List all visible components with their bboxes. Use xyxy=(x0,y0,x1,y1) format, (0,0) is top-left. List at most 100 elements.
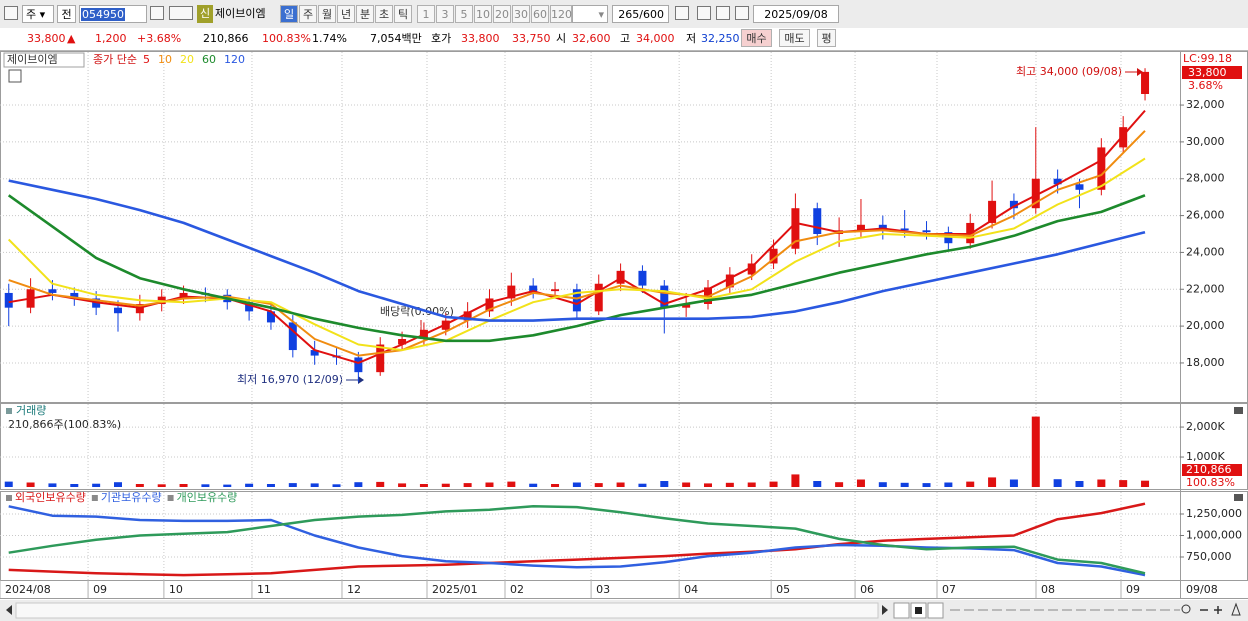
legend-square xyxy=(6,495,12,501)
legend-label: 5 xyxy=(143,53,150,66)
period-button[interactable]: 일 xyxy=(280,5,298,23)
bid: 33,750 xyxy=(512,32,551,45)
candle-body xyxy=(1009,200,1018,209)
prefix[interactable]: 전 xyxy=(57,5,76,23)
period-button[interactable]: 틱 xyxy=(394,5,412,23)
panel-close[interactable] xyxy=(1234,407,1243,414)
x-end-label: 09/08 xyxy=(1186,583,1218,596)
volume-bar xyxy=(332,484,341,487)
volume-bar xyxy=(682,482,691,487)
interval-button[interactable]: 60 xyxy=(531,5,549,23)
last-volume: 210,866 xyxy=(1186,463,1232,476)
low: 32,250 xyxy=(701,32,740,45)
volume-bar xyxy=(48,483,57,487)
search-icon[interactable] xyxy=(150,6,164,20)
buy-button[interactable]: 매수 xyxy=(741,29,772,47)
market-select[interactable]: 주 ▾ xyxy=(22,5,54,23)
volume: 210,866 xyxy=(203,32,249,45)
empty-select[interactable]: ▾ xyxy=(572,5,608,23)
interval-button[interactable]: 30 xyxy=(512,5,530,23)
table-icon[interactable] xyxy=(8,69,22,83)
high-label: 고 xyxy=(620,32,631,45)
period-button[interactable]: 분 xyxy=(356,5,374,23)
legend-square xyxy=(91,495,98,501)
period-button[interactable]: 초 xyxy=(375,5,393,23)
last-volume-ratio: 100.83% xyxy=(1186,476,1235,489)
x-tick-label: 09 xyxy=(1126,583,1140,596)
legend-square xyxy=(6,408,12,414)
series-line xyxy=(8,179,1146,322)
volume-bar xyxy=(463,483,472,487)
btn-last[interactable] xyxy=(927,602,944,619)
period-button[interactable]: 년 xyxy=(337,5,355,23)
volume-bar xyxy=(310,483,319,487)
candle-body xyxy=(769,248,778,264)
tool-icon[interactable] xyxy=(697,6,711,20)
y-tick-label: 1,250,000 xyxy=(1186,507,1242,520)
scroll-left[interactable] xyxy=(6,605,12,615)
legend-label: 기관보유수량 xyxy=(101,491,162,504)
sound-icon[interactable] xyxy=(169,6,193,20)
volume-bar xyxy=(704,483,712,487)
btn-first[interactable] xyxy=(893,602,910,619)
code-input[interactable]: 054950 xyxy=(79,5,147,23)
volume-bar xyxy=(266,484,275,487)
sell-button[interactable]: 매도 xyxy=(779,29,810,47)
legend-label: 10 xyxy=(158,53,172,66)
candle-body xyxy=(682,304,691,308)
interval-button[interactable]: 120 xyxy=(550,5,572,23)
save-icon[interactable] xyxy=(716,6,730,20)
panel-close[interactable] xyxy=(1234,494,1243,501)
font-icon[interactable] xyxy=(1231,602,1241,616)
code: 054950 xyxy=(81,8,125,21)
volume-bar xyxy=(835,482,844,487)
volume-bar xyxy=(922,483,931,487)
legend-label: 60 xyxy=(202,53,216,66)
volume-bar xyxy=(201,484,210,487)
volume-bar xyxy=(4,481,13,487)
settings-icon[interactable] xyxy=(735,6,749,20)
volume-bar xyxy=(638,483,647,487)
volume-bar xyxy=(878,482,887,487)
scroll-track[interactable] xyxy=(15,602,879,619)
x-tick-label: 02 xyxy=(510,583,524,596)
candle-body xyxy=(1075,184,1084,190)
candle-body xyxy=(1031,178,1040,209)
x-tick-label: 06 xyxy=(860,583,874,596)
candle-body xyxy=(463,311,472,321)
stock-name: 제이브이엠 xyxy=(215,7,266,20)
volume-bar xyxy=(900,482,909,487)
tool-icon[interactable] xyxy=(675,6,689,20)
period-button[interactable]: 주 xyxy=(299,5,317,23)
volume-bar xyxy=(1031,416,1040,487)
high: 34,000 xyxy=(636,32,675,45)
volume-bar xyxy=(114,482,122,487)
stop-icon xyxy=(915,607,922,614)
interval-button[interactable]: 20 xyxy=(493,5,511,23)
volume-bar xyxy=(529,483,538,487)
x-tick-label: 12 xyxy=(347,583,361,596)
y-tick-label: 750,000 xyxy=(1186,550,1232,563)
date[interactable]: 2025/09/08 xyxy=(753,5,839,23)
arrow: ▲ xyxy=(67,32,76,45)
candle-body xyxy=(1119,127,1128,148)
badge: 신 xyxy=(197,5,213,23)
count[interactable]: 265/600 xyxy=(612,5,669,23)
period-button[interactable]: 월 xyxy=(318,5,336,23)
interval-button[interactable]: 1 xyxy=(417,5,435,23)
zoom-icon[interactable] xyxy=(1181,604,1191,614)
y-tick-label: 32,000 xyxy=(1186,98,1225,111)
high-arrow-head xyxy=(1137,68,1143,76)
menu-icon[interactable] xyxy=(4,6,18,20)
legend-label: 20 xyxy=(180,53,194,66)
y-tick-label: 20,000 xyxy=(1186,319,1225,332)
scroll-right[interactable] xyxy=(882,605,888,615)
avg-button[interactable]: 평 xyxy=(817,29,836,47)
low-annotation: 최저 16,970 (12/09) xyxy=(237,373,343,386)
volume-bar xyxy=(288,483,297,487)
volume-bar xyxy=(419,484,428,487)
interval-button[interactable]: 3 xyxy=(436,5,454,23)
interval-button[interactable]: 5 xyxy=(455,5,473,23)
interval-button[interactable]: 10 xyxy=(474,5,492,23)
